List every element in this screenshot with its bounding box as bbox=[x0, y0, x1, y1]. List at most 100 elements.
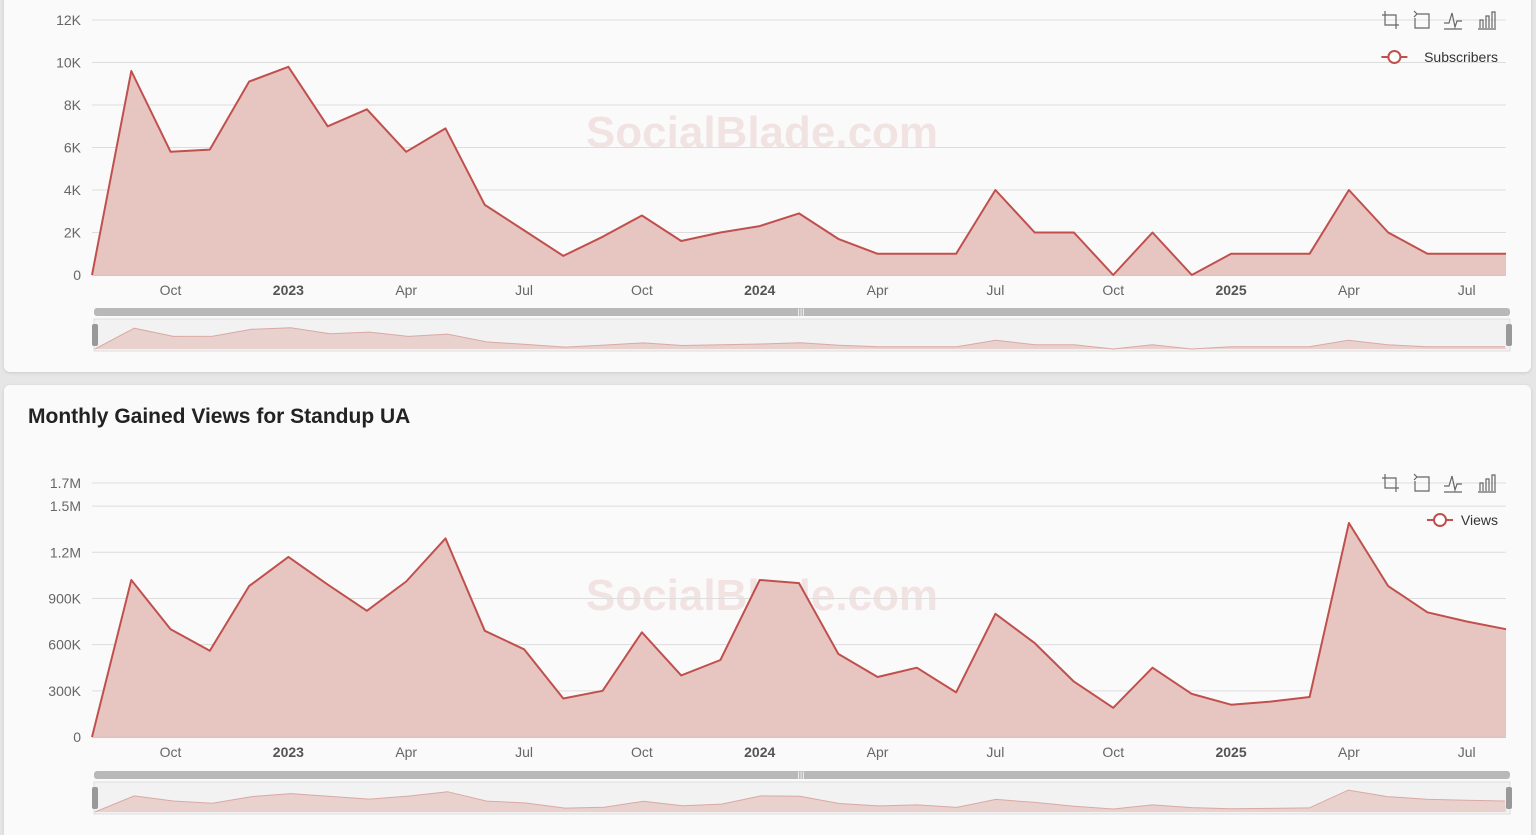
data-point[interactable] bbox=[523, 229, 525, 231]
zoom-icon[interactable] bbox=[1380, 472, 1402, 494]
data-point[interactable] bbox=[955, 253, 957, 255]
zoom-reset-icon[interactable] bbox=[1411, 9, 1433, 31]
data-point[interactable] bbox=[170, 628, 172, 630]
data-point[interactable] bbox=[405, 151, 407, 153]
data-point[interactable] bbox=[837, 653, 839, 655]
y-tick-label: 1.7M bbox=[50, 475, 81, 491]
legend-label: Views bbox=[1461, 512, 1498, 528]
data-point[interactable] bbox=[1112, 274, 1114, 276]
y-tick-label: 0 bbox=[73, 729, 81, 745]
data-point[interactable] bbox=[1309, 696, 1311, 698]
x-tick-label: Oct bbox=[1102, 282, 1124, 298]
data-point[interactable] bbox=[523, 648, 525, 650]
data-point[interactable] bbox=[1034, 642, 1036, 644]
data-point[interactable] bbox=[602, 690, 604, 692]
data-point[interactable] bbox=[680, 674, 682, 676]
line-chart-icon[interactable] bbox=[1442, 472, 1464, 494]
data-point[interactable] bbox=[130, 70, 132, 72]
data-point[interactable] bbox=[209, 149, 211, 151]
data-point[interactable] bbox=[170, 151, 172, 153]
data-point[interactable] bbox=[1387, 232, 1389, 234]
data-point[interactable] bbox=[1309, 253, 1311, 255]
data-point[interactable] bbox=[955, 691, 957, 693]
legend-item[interactable]: Subscribers bbox=[1381, 49, 1498, 65]
data-point[interactable] bbox=[994, 189, 996, 191]
data-point[interactable] bbox=[287, 66, 289, 68]
data-point[interactable] bbox=[798, 212, 800, 214]
x-tick-label: Oct bbox=[160, 744, 182, 760]
data-point[interactable] bbox=[641, 631, 643, 633]
data-point[interactable] bbox=[1348, 189, 1350, 191]
data-point[interactable] bbox=[484, 630, 486, 632]
data-point[interactable] bbox=[994, 613, 996, 615]
data-point[interactable] bbox=[248, 81, 250, 83]
data-point[interactable] bbox=[641, 215, 643, 217]
data-point[interactable] bbox=[1230, 704, 1232, 706]
slider-handle-left[interactable] bbox=[92, 787, 98, 809]
data-point[interactable] bbox=[1191, 274, 1193, 276]
data-point[interactable] bbox=[916, 667, 918, 669]
data-point[interactable] bbox=[1426, 253, 1428, 255]
y-tick-label: 1.5M bbox=[50, 498, 81, 514]
data-point[interactable] bbox=[366, 108, 368, 110]
data-point[interactable] bbox=[445, 127, 447, 129]
data-point[interactable] bbox=[366, 610, 368, 612]
data-point[interactable] bbox=[405, 581, 407, 583]
legend-label: Subscribers bbox=[1424, 49, 1498, 65]
data-point[interactable] bbox=[287, 556, 289, 558]
data-point[interactable] bbox=[1348, 522, 1350, 524]
slider-handle-left[interactable] bbox=[92, 324, 98, 346]
data-point[interactable] bbox=[1505, 253, 1507, 255]
data-point[interactable] bbox=[680, 240, 682, 242]
data-point[interactable] bbox=[877, 676, 879, 678]
slider-handle-right[interactable] bbox=[1506, 787, 1512, 809]
data-point[interactable] bbox=[1073, 232, 1075, 234]
data-point[interactable] bbox=[916, 253, 918, 255]
data-point[interactable] bbox=[91, 736, 93, 738]
data-point[interactable] bbox=[130, 579, 132, 581]
data-point[interactable] bbox=[1230, 253, 1232, 255]
zoom-icon[interactable] bbox=[1380, 9, 1402, 31]
data-point[interactable] bbox=[602, 236, 604, 238]
y-tick-label: 1.2M bbox=[50, 544, 81, 560]
data-point[interactable] bbox=[1466, 621, 1468, 623]
data-point[interactable] bbox=[327, 125, 329, 127]
data-point[interactable] bbox=[1505, 628, 1507, 630]
data-point[interactable] bbox=[877, 253, 879, 255]
data-point[interactable] bbox=[1269, 253, 1271, 255]
data-point[interactable] bbox=[1387, 585, 1389, 587]
zoom-slider-bar[interactable] bbox=[94, 771, 1510, 779]
data-point[interactable] bbox=[719, 232, 721, 234]
data-point[interactable] bbox=[484, 204, 486, 206]
data-point[interactable] bbox=[1152, 667, 1154, 669]
bar-chart-icon[interactable] bbox=[1475, 9, 1497, 31]
bar-chart-icon[interactable] bbox=[1475, 472, 1497, 494]
data-point[interactable] bbox=[1191, 693, 1193, 695]
data-point[interactable] bbox=[209, 650, 211, 652]
x-tick-label: Oct bbox=[631, 282, 653, 298]
data-point[interactable] bbox=[1152, 232, 1154, 234]
data-point[interactable] bbox=[562, 698, 564, 700]
data-point[interactable] bbox=[1112, 707, 1114, 709]
data-point[interactable] bbox=[798, 582, 800, 584]
data-point[interactable] bbox=[1426, 611, 1428, 613]
data-point[interactable] bbox=[327, 584, 329, 586]
data-point[interactable] bbox=[248, 585, 250, 587]
data-point[interactable] bbox=[562, 255, 564, 257]
legend-item[interactable]: Views bbox=[1427, 512, 1498, 528]
line-chart-icon[interactable] bbox=[1442, 9, 1464, 31]
data-point[interactable] bbox=[445, 537, 447, 539]
data-point[interactable] bbox=[759, 225, 761, 227]
zoom-reset-icon[interactable] bbox=[1411, 472, 1433, 494]
data-point[interactable] bbox=[719, 659, 721, 661]
data-point[interactable] bbox=[1466, 253, 1468, 255]
data-point[interactable] bbox=[759, 579, 761, 581]
slider-handle-right[interactable] bbox=[1506, 324, 1512, 346]
data-point[interactable] bbox=[1269, 701, 1271, 703]
slider-preview-line bbox=[94, 789, 1506, 813]
data-point[interactable] bbox=[837, 238, 839, 240]
data-point[interactable] bbox=[91, 274, 93, 276]
data-point[interactable] bbox=[1073, 681, 1075, 683]
data-point[interactable] bbox=[1034, 232, 1036, 234]
zoom-slider-bar[interactable] bbox=[94, 308, 1510, 316]
